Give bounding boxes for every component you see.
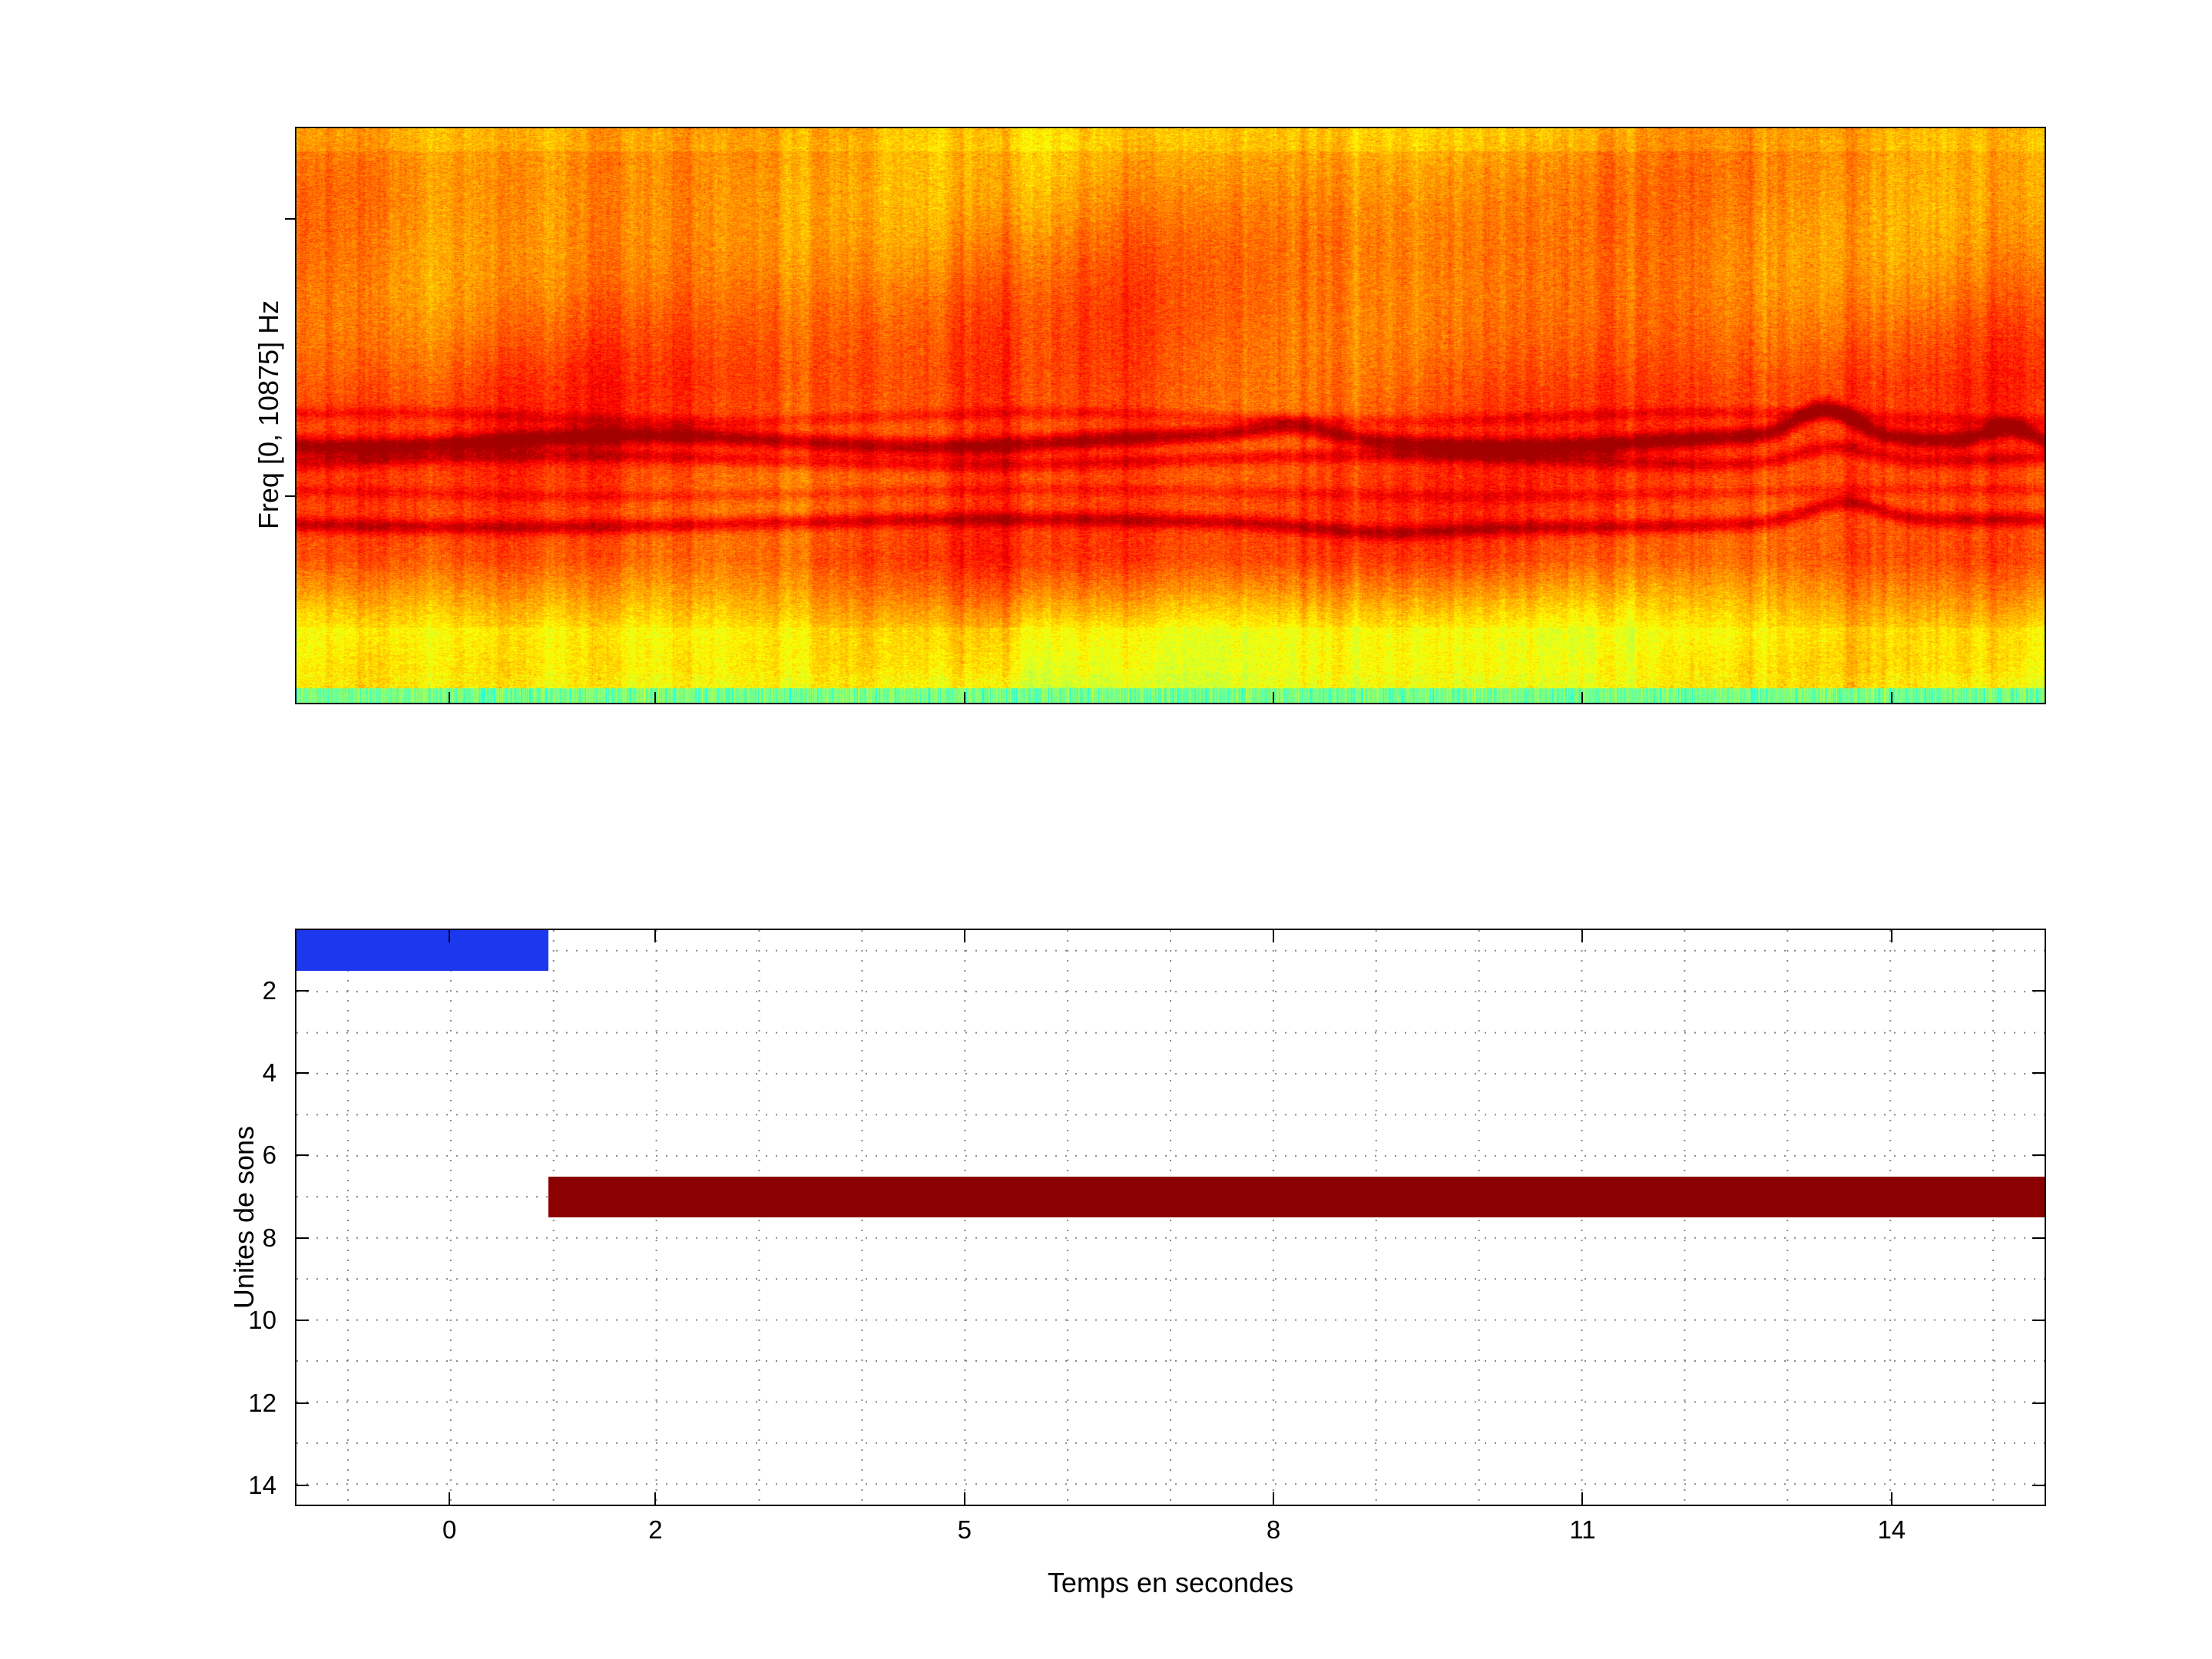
- spectrogram-x-tick-mark: [449, 692, 450, 703]
- x-tick-mark: [1581, 930, 1583, 942]
- x-axis-label: Temps en secondes: [295, 1567, 2046, 1599]
- spectrogram-x-tick-mark: [1273, 692, 1274, 703]
- spectrogram-x-tick-mark: [964, 692, 965, 703]
- y-tick-label: 14: [180, 1471, 276, 1500]
- y-tick-label: 8: [180, 1224, 276, 1253]
- x-tick-label: 11: [1569, 1515, 1595, 1545]
- y-tick-mark: [2032, 1320, 2045, 1321]
- x-tick-mark: [449, 1492, 450, 1505]
- spectrogram-image: [296, 128, 2045, 703]
- bar-chart-axes: [295, 929, 2046, 1506]
- y-tick-mark: [2032, 1072, 2045, 1074]
- x-tick-mark: [1273, 1492, 1274, 1505]
- y-tick-label: 12: [180, 1389, 276, 1418]
- x-tick-mark: [1891, 1492, 1892, 1505]
- spectrogram-x-tick-mark: [1891, 692, 1892, 703]
- x-tick-label: 14: [1877, 1515, 1906, 1545]
- spectrogram-x-tick-mark: [654, 692, 656, 703]
- y-tick-mark: [296, 1320, 309, 1321]
- y-tick-mark: [2032, 1154, 2045, 1156]
- y-tick-mark: [2032, 1402, 2045, 1404]
- y-tick-label: 10: [180, 1306, 276, 1335]
- x-tick-mark: [654, 1492, 656, 1505]
- spectrogram-y-tick-mark: [285, 218, 295, 220]
- y-tick-mark: [2032, 1485, 2045, 1486]
- spectrogram-y-tick-mark: [285, 495, 295, 497]
- x-tick-label: 5: [958, 1515, 972, 1545]
- spectrogram-y-axis-label: Freq [0, 10875] Hz: [253, 300, 285, 529]
- x-tick-mark: [964, 930, 965, 942]
- spectrogram-axes: [295, 127, 2046, 704]
- y-tick-label: 6: [180, 1141, 276, 1170]
- x-tick-mark: [449, 930, 450, 942]
- y-tick-mark: [296, 990, 309, 992]
- y-tick-mark: [2032, 1237, 2045, 1239]
- x-tick-mark: [654, 930, 656, 942]
- x-tick-label: 8: [1267, 1515, 1280, 1545]
- spectrogram-x-tick-mark: [1581, 692, 1583, 703]
- x-tick-mark: [1273, 930, 1274, 942]
- grid: [296, 930, 2045, 1505]
- y-tick-mark: [296, 1237, 309, 1239]
- y-tick-label: 4: [180, 1058, 276, 1088]
- bar-sound-unit-1: [296, 930, 548, 971]
- x-tick-label: 2: [648, 1515, 662, 1545]
- y-tick-mark: [2032, 990, 2045, 992]
- y-tick-mark: [296, 1154, 309, 1156]
- y-tick-mark: [296, 1485, 309, 1486]
- x-tick-label: 0: [442, 1515, 456, 1545]
- x-tick-mark: [1581, 1492, 1583, 1505]
- y-tick-mark: [296, 1402, 309, 1404]
- y-tick-mark: [296, 1072, 309, 1074]
- x-tick-mark: [1891, 930, 1892, 942]
- y-tick-label: 2: [180, 976, 276, 1005]
- x-tick-mark: [964, 1492, 965, 1505]
- bar-sound-unit-7: [548, 1177, 2045, 1217]
